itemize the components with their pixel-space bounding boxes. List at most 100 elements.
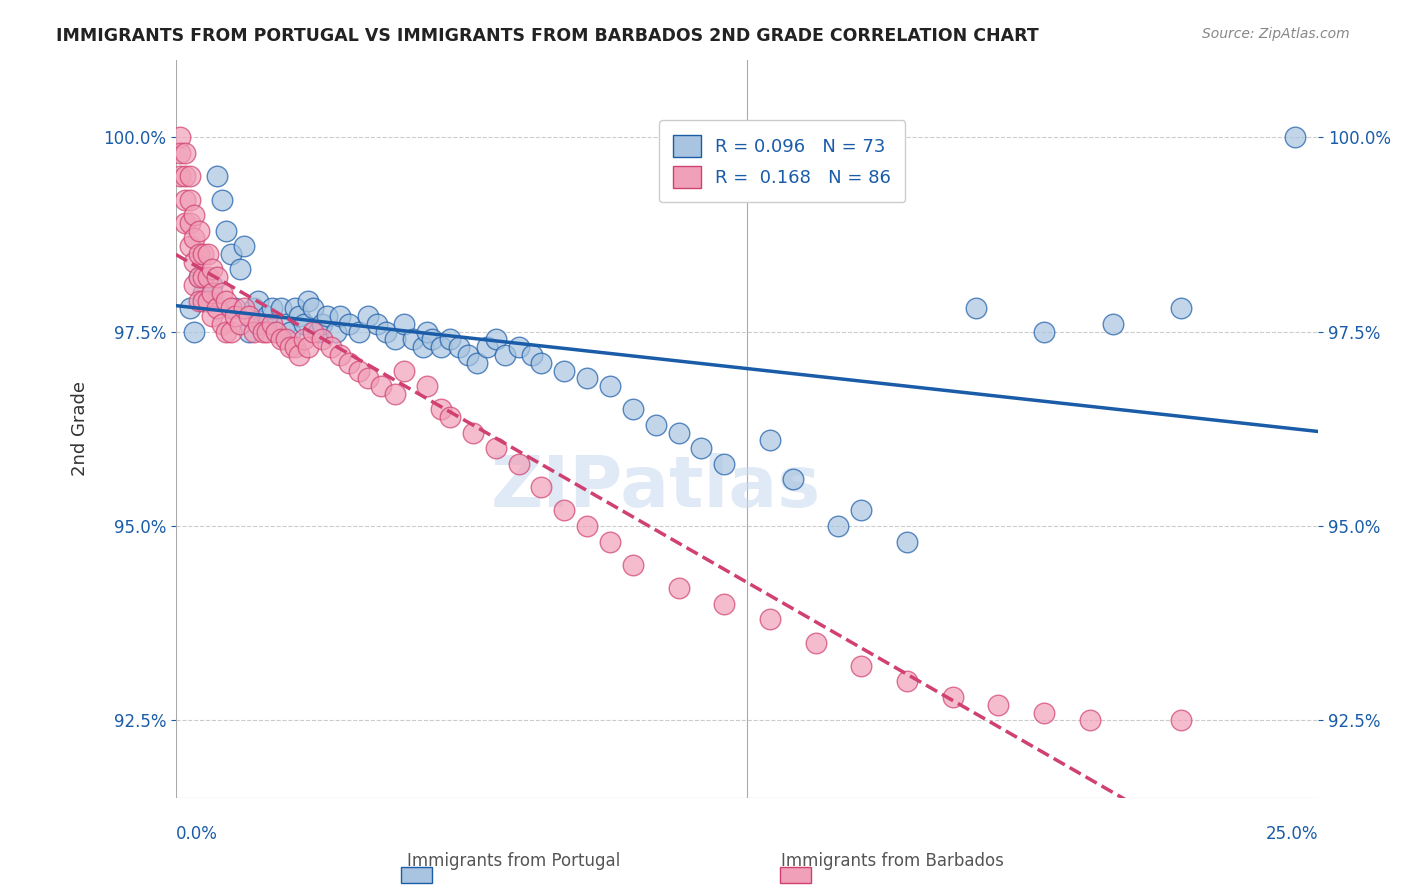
Point	[1101, 317, 1123, 331]
Point	[384, 387, 406, 401]
Point	[242, 325, 264, 339]
Point	[311, 333, 333, 347]
Point	[278, 340, 301, 354]
Point	[284, 301, 307, 316]
Point	[621, 558, 644, 572]
Point	[311, 317, 333, 331]
Point	[325, 325, 347, 339]
Point	[668, 425, 690, 440]
Point	[201, 285, 224, 300]
Point	[782, 472, 804, 486]
Point	[302, 301, 325, 316]
Point	[827, 519, 849, 533]
Point	[394, 363, 416, 377]
Point	[366, 317, 388, 331]
Point	[430, 402, 453, 417]
Text: Immigrants from Portugal: Immigrants from Portugal	[406, 852, 620, 870]
Point	[467, 356, 489, 370]
Point	[576, 519, 599, 533]
Point	[987, 698, 1010, 712]
Point	[1033, 325, 1056, 339]
Point	[233, 301, 256, 316]
Point	[169, 130, 191, 145]
Point	[292, 317, 315, 331]
Point	[690, 442, 713, 456]
Point	[508, 457, 530, 471]
Point	[1078, 713, 1101, 727]
Point	[576, 371, 599, 385]
Point	[621, 402, 644, 417]
Point	[183, 278, 205, 293]
Point	[169, 169, 191, 184]
Point	[197, 270, 219, 285]
Point	[485, 333, 508, 347]
Point	[644, 417, 666, 432]
Point	[238, 325, 260, 339]
Point	[416, 379, 439, 393]
Legend: R = 0.096   N = 73, R =  0.168   N = 86: R = 0.096 N = 73, R = 0.168 N = 86	[659, 120, 905, 202]
Point	[219, 247, 242, 261]
Point	[713, 457, 735, 471]
Point	[252, 325, 274, 339]
Point	[229, 262, 252, 277]
Point	[174, 193, 197, 207]
Point	[179, 239, 201, 253]
Point	[274, 317, 297, 331]
Point	[187, 270, 209, 285]
Point	[508, 340, 530, 354]
Text: Source: ZipAtlas.com: Source: ZipAtlas.com	[1202, 27, 1350, 41]
Text: 0.0%: 0.0%	[176, 825, 218, 843]
Point	[449, 340, 471, 354]
Point	[530, 356, 553, 370]
Point	[339, 356, 361, 370]
Point	[297, 340, 319, 354]
Point	[292, 333, 315, 347]
Point	[461, 425, 484, 440]
Point	[187, 293, 209, 308]
Point	[187, 247, 209, 261]
Point	[242, 301, 264, 316]
Point	[288, 309, 311, 323]
Point	[193, 293, 215, 308]
Point	[193, 247, 215, 261]
Point	[321, 340, 343, 354]
Point	[668, 581, 690, 595]
Point	[315, 309, 337, 323]
Point	[183, 325, 205, 339]
Point	[384, 333, 406, 347]
Point	[201, 262, 224, 277]
Point	[357, 309, 380, 323]
Point	[494, 348, 516, 362]
Point	[256, 325, 278, 339]
Point	[942, 690, 965, 704]
Point	[201, 278, 224, 293]
Point	[187, 270, 209, 285]
Point	[183, 254, 205, 268]
Point	[211, 193, 233, 207]
Point	[274, 333, 297, 347]
Point	[205, 169, 228, 184]
Point	[179, 169, 201, 184]
Point	[851, 658, 873, 673]
Point	[759, 434, 782, 448]
Point	[247, 293, 270, 308]
Point	[553, 363, 575, 377]
Point	[599, 534, 621, 549]
Point	[430, 340, 453, 354]
Point	[329, 309, 352, 323]
Point	[1033, 706, 1056, 720]
Point	[247, 317, 270, 331]
Point	[329, 348, 352, 362]
Point	[238, 309, 260, 323]
Point	[183, 231, 205, 245]
Point	[522, 348, 544, 362]
Point	[394, 317, 416, 331]
Point	[205, 270, 228, 285]
Point	[713, 597, 735, 611]
Point	[179, 193, 201, 207]
Point	[229, 317, 252, 331]
Point	[183, 208, 205, 222]
Point	[420, 333, 443, 347]
Point	[965, 301, 987, 316]
Point	[197, 293, 219, 308]
